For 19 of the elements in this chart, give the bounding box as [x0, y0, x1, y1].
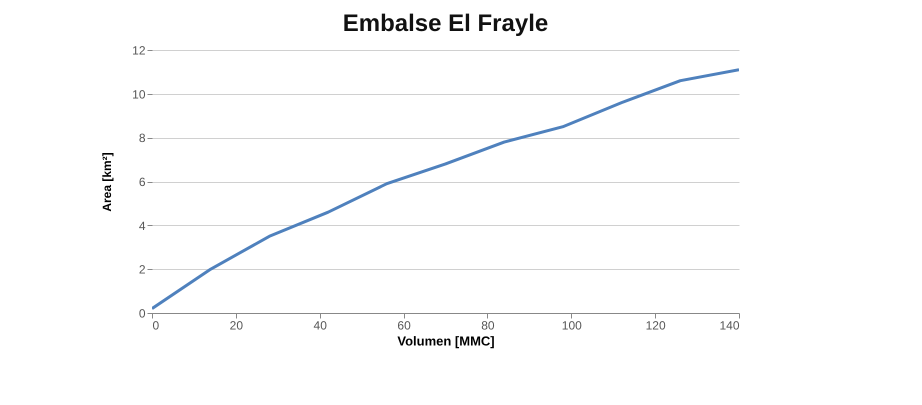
- y-tick-label: 12: [132, 44, 146, 58]
- x-tick-label: 120: [646, 318, 666, 332]
- chart-title: Embalse El Frayle: [342, 10, 548, 37]
- y-tick-label: 4: [138, 218, 146, 233]
- x-tick-label: 40: [314, 318, 328, 332]
- x-tick-label: 0: [152, 318, 160, 332]
- y-tick-label: 8: [138, 131, 146, 146]
- line-series: [152, 68, 739, 310]
- y-tick-label: 10: [132, 87, 146, 102]
- x-tick-label: 100: [562, 318, 582, 332]
- y-tick-label: 6: [138, 175, 146, 189]
- y-tick-label: 0: [138, 306, 146, 320]
- x-tick-label: 20: [230, 318, 244, 332]
- y-axis-title: Area [km²]: [100, 152, 114, 212]
- x-tick-label: 80: [481, 318, 495, 332]
- x-tick-label: 140: [719, 318, 740, 332]
- x-axis-title: Volumen [MMC]: [397, 334, 495, 348]
- x-tick-label: 60: [397, 318, 412, 332]
- y-tick-label: 2: [138, 262, 146, 277]
